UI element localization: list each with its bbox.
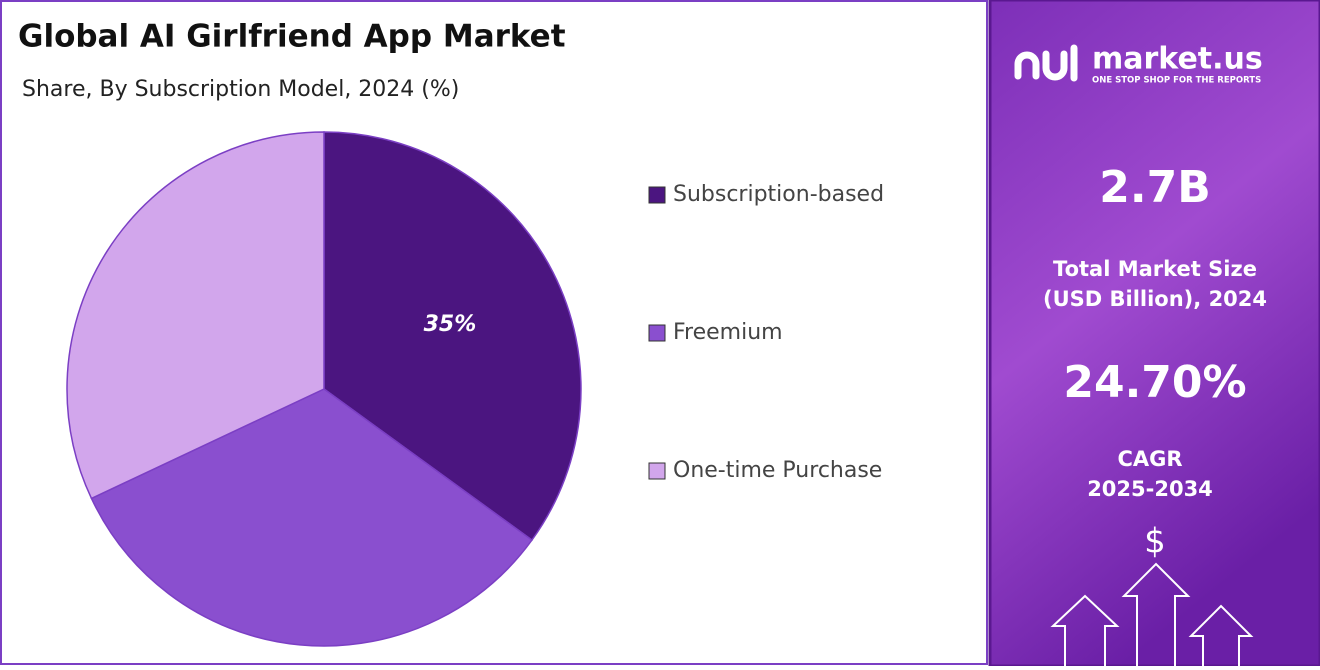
side-panel: [990, 0, 1320, 666]
arrow: [1121, 562, 1191, 666]
cagr-label: 2025-2034: [1087, 477, 1213, 501]
data-label: 35%: [424, 312, 477, 337]
legend-label: Freemium: [673, 320, 783, 345]
dollar-icon: $: [1144, 522, 1166, 562]
logo-arc: [1042, 50, 1068, 81]
legend-swatch: [648, 186, 666, 204]
pie: 35%: [66, 131, 582, 647]
market-size-label: Total Market Size: [1053, 257, 1257, 281]
pie-slice: [323, 131, 582, 542]
chart-subtitle: Share, By Subscription Model, 2024 (%): [22, 77, 459, 102]
brand-name: market.us: [1092, 42, 1263, 77]
legend-swatch: [648, 462, 666, 480]
pie-slice: [66, 131, 325, 500]
legend-swatch: [648, 324, 666, 342]
market-size-label: (USD Billion), 2024: [1043, 287, 1267, 311]
arrow: [1050, 594, 1120, 666]
arrow: [1188, 604, 1254, 666]
pie-slice: [90, 388, 533, 647]
logo-arc: [1014, 51, 1040, 80]
market-size: 2.7B: [1099, 162, 1210, 213]
chart-title: Global AI Girlfriend App Market: [18, 19, 566, 55]
brand-tagline: ONE STOP SHOP FOR THE REPORTS: [1092, 76, 1261, 86]
cagr-value: 24.70%: [1063, 357, 1246, 408]
legend-label: Subscription-based: [673, 182, 884, 207]
legend: Subscription-based Freemium One-time Purch…: [648, 182, 884, 483]
brand-logo: [1014, 44, 1078, 82]
legend-label: One-time Purchase: [673, 458, 882, 483]
growth-arrows: [1050, 562, 1254, 666]
cagr-label: CAGR: [1117, 447, 1182, 471]
